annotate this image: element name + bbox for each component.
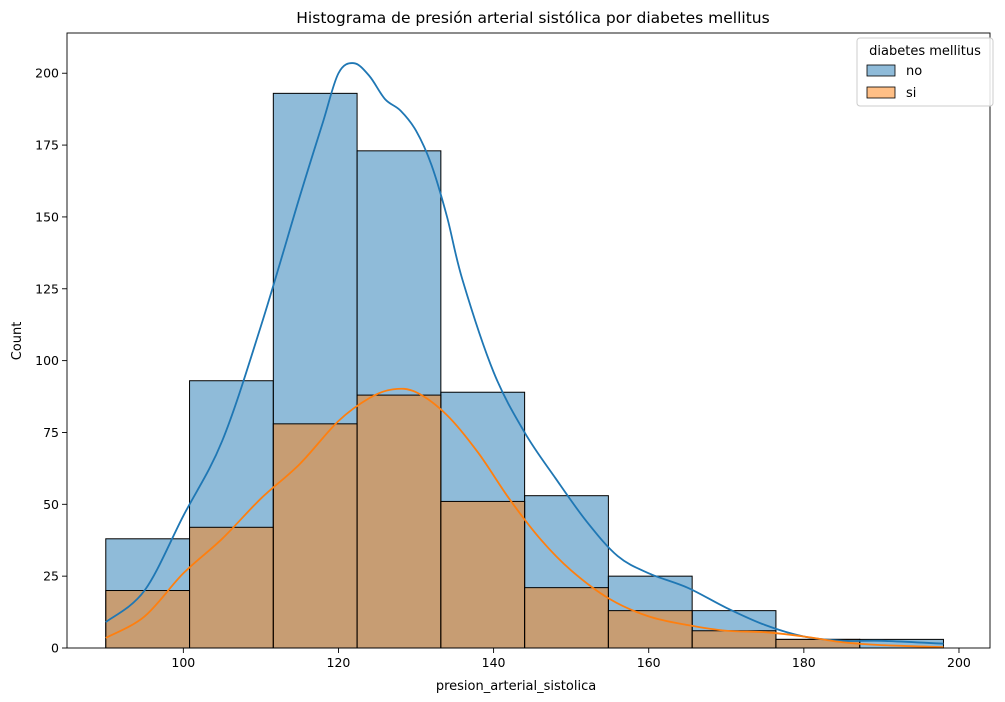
kde-line-si: [105, 387, 944, 649]
y-tick-label: 0: [51, 641, 59, 656]
plot-area: [105, 62, 944, 649]
bar-si-0: [105, 590, 191, 649]
x-tick-label: 140: [482, 655, 506, 670]
bar-si-3: [356, 394, 442, 649]
y-tick-label: 25: [43, 569, 59, 584]
x-axis-label: presion_arterial_sistolica: [436, 679, 596, 694]
legend-swatch-si: [866, 86, 896, 99]
y-tick-label: 75: [43, 425, 59, 440]
y-tick-label: 125: [35, 281, 59, 296]
legend-swatch-no: [866, 64, 896, 77]
chart-title: Histograma de presión arterial sistólica…: [296, 9, 769, 27]
y-tick-label: 175: [35, 138, 59, 153]
bar-si-2: [272, 423, 358, 649]
y-tick-label: 200: [35, 66, 59, 81]
x-tick-label: 200: [947, 655, 971, 670]
plot-frame: [66, 32, 991, 649]
y-tick-label: 100: [35, 353, 59, 368]
x-tick-label: 160: [637, 655, 661, 670]
bars-series-si: [105, 394, 861, 649]
bar-si-5: [524, 587, 609, 649]
x-tick-label: 100: [171, 655, 195, 670]
legend-label-si: si: [906, 86, 916, 101]
y-tick-label: 150: [35, 209, 59, 224]
kde-line-no: [105, 62, 944, 645]
x-axis: 100 120 140 160 180 200: [171, 648, 971, 670]
legend-title: diabetes mellitus: [869, 44, 981, 59]
x-tick-label: 120: [327, 655, 351, 670]
legend-label-no: no: [906, 64, 922, 79]
legend: diabetes mellitus no si: [856, 37, 994, 107]
bar-si-7: [691, 630, 777, 649]
kde-lines: [105, 62, 944, 649]
bar-si-1: [189, 526, 274, 649]
x-tick-label: 180: [792, 655, 816, 670]
y-axis-label: Count: [10, 322, 25, 361]
y-tick-label: 50: [43, 497, 59, 512]
bar-si-4: [440, 500, 526, 649]
y-axis: 0 25 50 75 100 125 150 175 200: [35, 66, 67, 656]
